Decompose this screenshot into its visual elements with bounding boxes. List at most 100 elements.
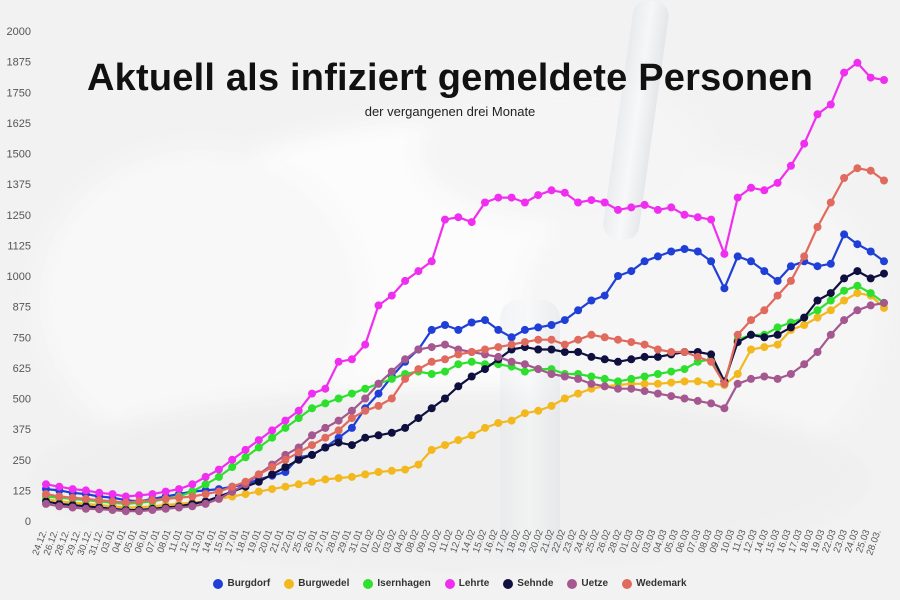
data-point-burgwedel xyxy=(441,441,449,450)
data-point-sehnde xyxy=(600,355,609,364)
data-point-lehrte xyxy=(640,200,649,209)
data-point-burgwedel xyxy=(454,436,463,445)
data-point-uetze xyxy=(427,343,436,352)
data-point-uetze xyxy=(161,504,170,513)
data-point-wedemark xyxy=(653,345,662,354)
legend-item-burgdorf[interactable]: Burgdorf xyxy=(213,578,270,589)
data-point-sehnde xyxy=(707,350,716,359)
data-point-sehnde xyxy=(560,348,569,356)
data-point-sehnde xyxy=(294,455,303,464)
data-point-lehrte xyxy=(42,480,50,489)
data-point-lehrte xyxy=(667,203,676,212)
data-point-wedemark xyxy=(614,335,622,344)
data-point-burgwedel xyxy=(693,377,702,386)
data-point-lehrte xyxy=(547,186,556,195)
data-point-burgdorf xyxy=(773,276,782,285)
data-point-burgwedel xyxy=(281,482,290,491)
data-point-uetze xyxy=(760,372,769,381)
y-tick-label: 250 xyxy=(13,455,31,467)
data-point-lehrte xyxy=(214,465,223,474)
data-point-uetze xyxy=(840,316,849,325)
series-line-isernhagen xyxy=(45,284,885,505)
legend-item-sehnde[interactable]: Sehnde xyxy=(503,578,553,589)
data-point-isernhagen xyxy=(427,370,436,378)
legend-item-wedemark[interactable]: Wedemark xyxy=(622,578,687,589)
data-point-wedemark xyxy=(454,350,463,359)
data-point-isernhagen xyxy=(813,306,822,315)
data-point-wedemark xyxy=(427,357,436,366)
data-point-burgwedel xyxy=(534,406,543,415)
data-point-lehrte xyxy=(148,490,157,499)
data-point-lehrte xyxy=(773,178,782,187)
data-point-isernhagen xyxy=(321,399,330,408)
data-point-wedemark xyxy=(108,497,117,506)
data-point-uetze xyxy=(680,394,689,403)
y-tick-label: 500 xyxy=(13,394,31,406)
data-point-burgwedel xyxy=(733,370,742,378)
data-point-isernhagen xyxy=(361,384,370,393)
data-point-burgdorf xyxy=(680,245,689,253)
legend-item-lehrte[interactable]: Lehrte xyxy=(444,578,489,589)
data-point-uetze xyxy=(880,298,888,307)
data-point-wedemark xyxy=(547,335,556,344)
data-point-lehrte xyxy=(813,110,822,119)
data-point-wedemark xyxy=(587,330,596,339)
data-point-burgdorf xyxy=(786,262,795,271)
data-point-uetze xyxy=(81,504,90,513)
data-point-uetze xyxy=(387,367,396,376)
data-point-isernhagen xyxy=(308,404,316,413)
data-point-isernhagen xyxy=(254,443,263,452)
data-point-lehrte xyxy=(201,472,210,481)
data-point-lehrte xyxy=(747,183,755,192)
y-tick-label: 375 xyxy=(13,424,31,436)
data-point-uetze xyxy=(401,355,410,364)
data-point-burgwedel xyxy=(747,345,755,354)
data-point-burgwedel xyxy=(773,340,782,349)
data-point-wedemark xyxy=(361,406,370,415)
data-point-wedemark xyxy=(241,477,250,486)
series-isernhagen xyxy=(42,281,888,508)
data-point-sehnde xyxy=(840,274,849,283)
y-tick-label: 0 xyxy=(25,516,31,528)
legend-label: Uetze xyxy=(581,578,609,589)
data-point-burgwedel xyxy=(347,472,356,481)
data-point-wedemark xyxy=(441,355,449,364)
data-point-burgdorf xyxy=(520,325,529,334)
data-point-isernhagen xyxy=(866,289,875,298)
y-tick-label: 625 xyxy=(13,363,31,375)
data-point-burgdorf xyxy=(467,318,476,327)
legend-item-isernhagen[interactable]: Isernhagen xyxy=(363,578,431,589)
series-line-sehnde xyxy=(45,270,885,512)
data-point-sehnde xyxy=(427,404,436,413)
data-point-burgdorf xyxy=(441,321,449,329)
data-point-uetze xyxy=(786,370,795,378)
legend-item-uetze[interactable]: Uetze xyxy=(567,578,608,589)
data-point-burgdorf xyxy=(667,247,676,256)
data-point-wedemark xyxy=(880,176,888,185)
data-point-uetze xyxy=(826,330,835,339)
data-point-lehrte xyxy=(614,205,622,214)
data-point-uetze xyxy=(653,389,662,398)
data-point-sehnde xyxy=(866,274,875,283)
data-point-lehrte xyxy=(374,301,383,310)
data-point-uetze xyxy=(547,370,556,378)
data-point-burgwedel xyxy=(387,466,396,475)
data-point-lehrte xyxy=(880,76,888,84)
data-point-burgdorf xyxy=(374,389,383,398)
data-point-wedemark xyxy=(574,335,583,344)
data-point-uetze xyxy=(68,503,77,512)
data-point-lehrte xyxy=(853,58,862,67)
data-point-sehnde xyxy=(321,443,330,452)
data-point-burgwedel xyxy=(294,480,303,489)
data-point-sehnde xyxy=(653,352,662,361)
data-point-uetze xyxy=(95,505,104,514)
data-point-burgwedel xyxy=(321,475,330,484)
data-point-sehnde xyxy=(786,323,795,332)
data-point-wedemark xyxy=(42,490,50,499)
data-point-isernhagen xyxy=(268,433,277,442)
data-point-uetze xyxy=(175,503,183,512)
legend-item-burgwedel[interactable]: Burgwedel xyxy=(284,578,349,589)
data-point-burgwedel xyxy=(494,419,503,427)
data-point-burgdorf xyxy=(560,316,569,325)
